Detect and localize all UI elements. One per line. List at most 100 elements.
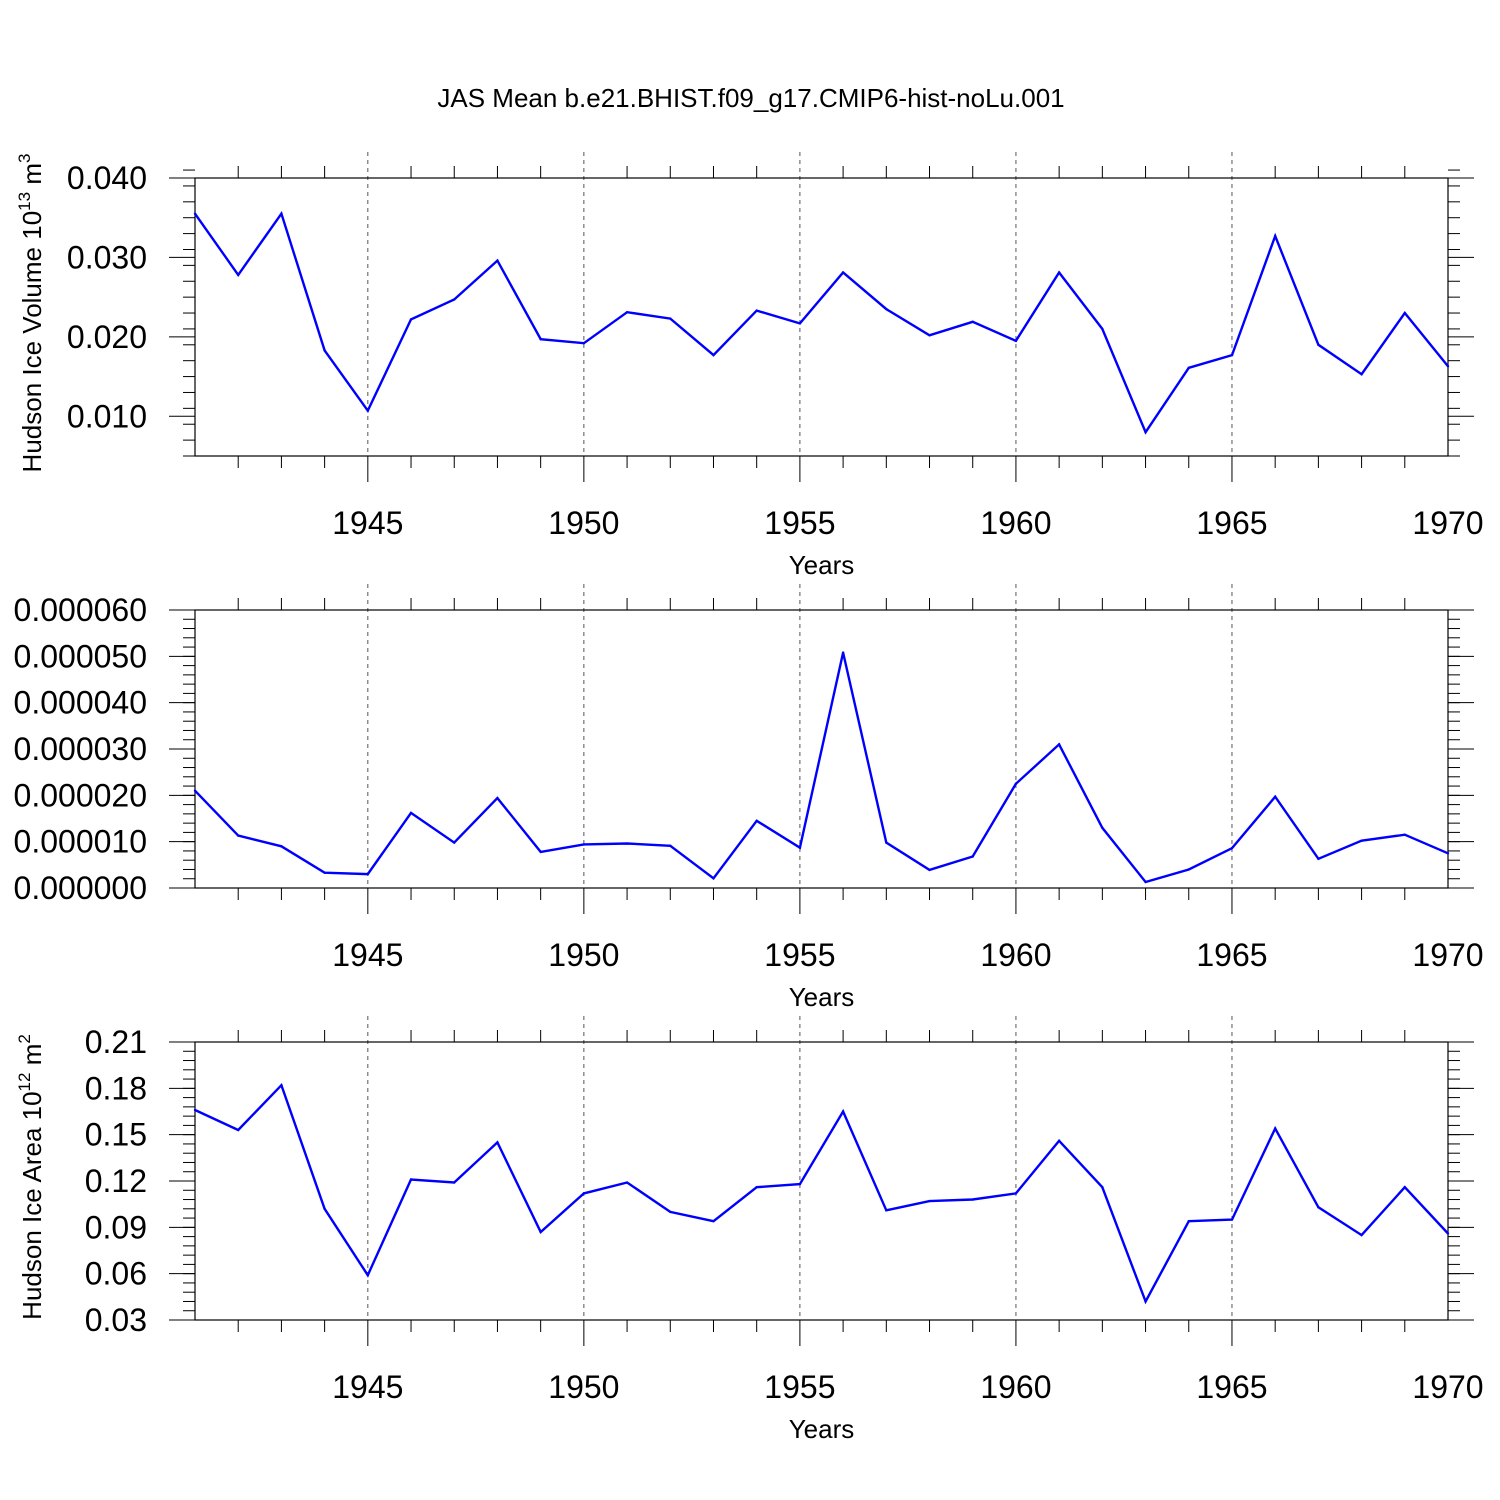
data-point-1964 bbox=[1187, 868, 1190, 871]
y-tick-label: 0.000020 bbox=[14, 777, 147, 813]
y-tick-label: 0.000000 bbox=[14, 870, 147, 906]
data-point-1963 bbox=[1144, 1300, 1147, 1303]
data-point-1942 bbox=[237, 834, 240, 837]
data-point-1950 bbox=[582, 843, 586, 846]
data-point-1961 bbox=[1057, 743, 1061, 746]
data-point-1966 bbox=[1273, 795, 1277, 798]
x-tick-label: 1970 bbox=[1412, 1369, 1483, 1405]
data-point-1941 bbox=[193, 212, 197, 215]
data-point-1961 bbox=[1057, 271, 1061, 274]
y-axis-title: Hudson Ice Area 1012 m2 bbox=[15, 1034, 47, 1320]
y-tick-label: 0.12 bbox=[85, 1163, 147, 1199]
data-point-1948 bbox=[496, 259, 499, 262]
data-point-1952 bbox=[669, 317, 672, 320]
data-point-1957 bbox=[885, 307, 888, 311]
data-point-1948 bbox=[496, 1141, 499, 1144]
figure-title: JAS Mean b.e21.BHIST.f09_g17.CMIP6-hist-… bbox=[437, 83, 1064, 113]
y-axis-title: Hudson Ice Volume 1013 m3 bbox=[15, 154, 47, 473]
y-tick-label: 0.020 bbox=[67, 319, 147, 355]
data-point-1956 bbox=[841, 1110, 845, 1113]
data-point-1968 bbox=[1360, 839, 1363, 842]
panel-3: 0.03 0.06 0.09 0.12 0.15 0.18 0.21 1945 1950 1955… bbox=[15, 1016, 1484, 1444]
data-point-1944 bbox=[323, 1207, 326, 1211]
data-point-1949 bbox=[539, 1230, 542, 1234]
series-line bbox=[194, 211, 1449, 435]
data-point-1955 bbox=[798, 322, 802, 325]
data-point-1946 bbox=[409, 811, 413, 815]
data-point-1943 bbox=[280, 212, 283, 215]
panels: 0.010 0.020 0.030 0.040 1945 1950 1955 1960 1965… bbox=[14, 152, 1484, 1444]
data-point-1968 bbox=[1360, 372, 1363, 376]
x-tick-label: 1970 bbox=[1412, 505, 1483, 541]
data-point-1962 bbox=[1101, 1185, 1104, 1189]
x-tick-label: 1965 bbox=[1196, 937, 1267, 973]
y-tick-label: 0.18 bbox=[85, 1070, 147, 1106]
x-tick-label: 1945 bbox=[332, 937, 403, 973]
data-point-1953 bbox=[712, 877, 715, 880]
data-point-1945 bbox=[366, 872, 370, 876]
y-tick-label: 0.06 bbox=[85, 1256, 147, 1292]
x-tick-label: 1955 bbox=[764, 505, 835, 541]
y-tick-label: 0.15 bbox=[85, 1117, 147, 1153]
data-point-1962 bbox=[1101, 327, 1104, 331]
x-tick-label: 1950 bbox=[548, 1369, 619, 1405]
y-tick-label: 0.010 bbox=[67, 398, 147, 434]
x-tick-label: 1965 bbox=[1196, 1369, 1267, 1405]
data-point-1956 bbox=[841, 271, 845, 274]
x-tick-label: 1945 bbox=[332, 505, 403, 541]
series-line bbox=[194, 652, 1449, 884]
data-point-1961 bbox=[1057, 1139, 1061, 1143]
x-tick-label: 1970 bbox=[1412, 937, 1483, 973]
data-point-1965 bbox=[1230, 846, 1234, 850]
y-tick-label: 0.21 bbox=[85, 1024, 147, 1060]
y-tick-label: 0.000050 bbox=[14, 638, 147, 674]
data-point-1969 bbox=[1403, 311, 1406, 315]
data-point-1947 bbox=[453, 298, 456, 301]
data-point-1955 bbox=[798, 846, 802, 849]
data-point-1951 bbox=[625, 842, 629, 845]
y-tick-label: 0.000010 bbox=[14, 824, 147, 860]
x-tick-label: 1960 bbox=[980, 1369, 1051, 1405]
data-point-1944 bbox=[323, 871, 326, 874]
data-point-1960 bbox=[1014, 1192, 1018, 1195]
series-line bbox=[194, 1082, 1449, 1305]
data-point-1946 bbox=[409, 318, 413, 321]
y-tick-label: 0.000060 bbox=[14, 592, 147, 628]
data-point-1944 bbox=[323, 349, 326, 352]
x-tick-label: 1955 bbox=[764, 1369, 835, 1405]
data-point-1963 bbox=[1144, 880, 1147, 884]
x-tick-label: 1945 bbox=[332, 1369, 403, 1405]
data-point-1957 bbox=[885, 841, 888, 844]
data-point-1970 bbox=[1446, 1232, 1450, 1235]
x-axis-title: Years bbox=[789, 982, 855, 1012]
data-point-1954 bbox=[755, 1185, 758, 1189]
data-point-1957 bbox=[885, 1209, 888, 1212]
panel-1: 0.010 0.020 0.030 0.040 1945 1950 1955 1960 1965… bbox=[15, 152, 1484, 580]
data-point-1945 bbox=[366, 1274, 370, 1277]
data-point-1941 bbox=[193, 789, 197, 792]
data-point-1963 bbox=[1144, 430, 1147, 434]
data-point-1954 bbox=[755, 309, 758, 312]
data-point-1943 bbox=[280, 1084, 283, 1087]
data-point-1960 bbox=[1014, 782, 1018, 785]
x-tick-label: 1950 bbox=[548, 937, 619, 973]
data-point-1941 bbox=[193, 1108, 197, 1112]
data-point-1970 bbox=[1446, 365, 1450, 368]
data-point-1952 bbox=[669, 1210, 672, 1214]
data-point-1953 bbox=[712, 1219, 715, 1223]
y-tick-label: 0.030 bbox=[67, 239, 147, 275]
data-point-1965 bbox=[1230, 353, 1234, 357]
data-point-1953 bbox=[712, 353, 715, 357]
x-tick-label: 1950 bbox=[548, 505, 619, 541]
data-point-1951 bbox=[625, 1181, 629, 1184]
data-point-1958 bbox=[928, 334, 931, 337]
y-tick-label: 0.03 bbox=[85, 1302, 147, 1338]
data-point-1960 bbox=[1014, 339, 1018, 343]
data-point-1965 bbox=[1230, 1218, 1234, 1221]
data-point-1951 bbox=[625, 311, 629, 314]
data-point-1943 bbox=[280, 845, 283, 848]
data-point-1956 bbox=[841, 651, 845, 654]
y-tick-label: 0.000040 bbox=[14, 685, 147, 721]
data-point-1949 bbox=[539, 338, 542, 341]
x-axis-title: Years bbox=[789, 1414, 855, 1444]
